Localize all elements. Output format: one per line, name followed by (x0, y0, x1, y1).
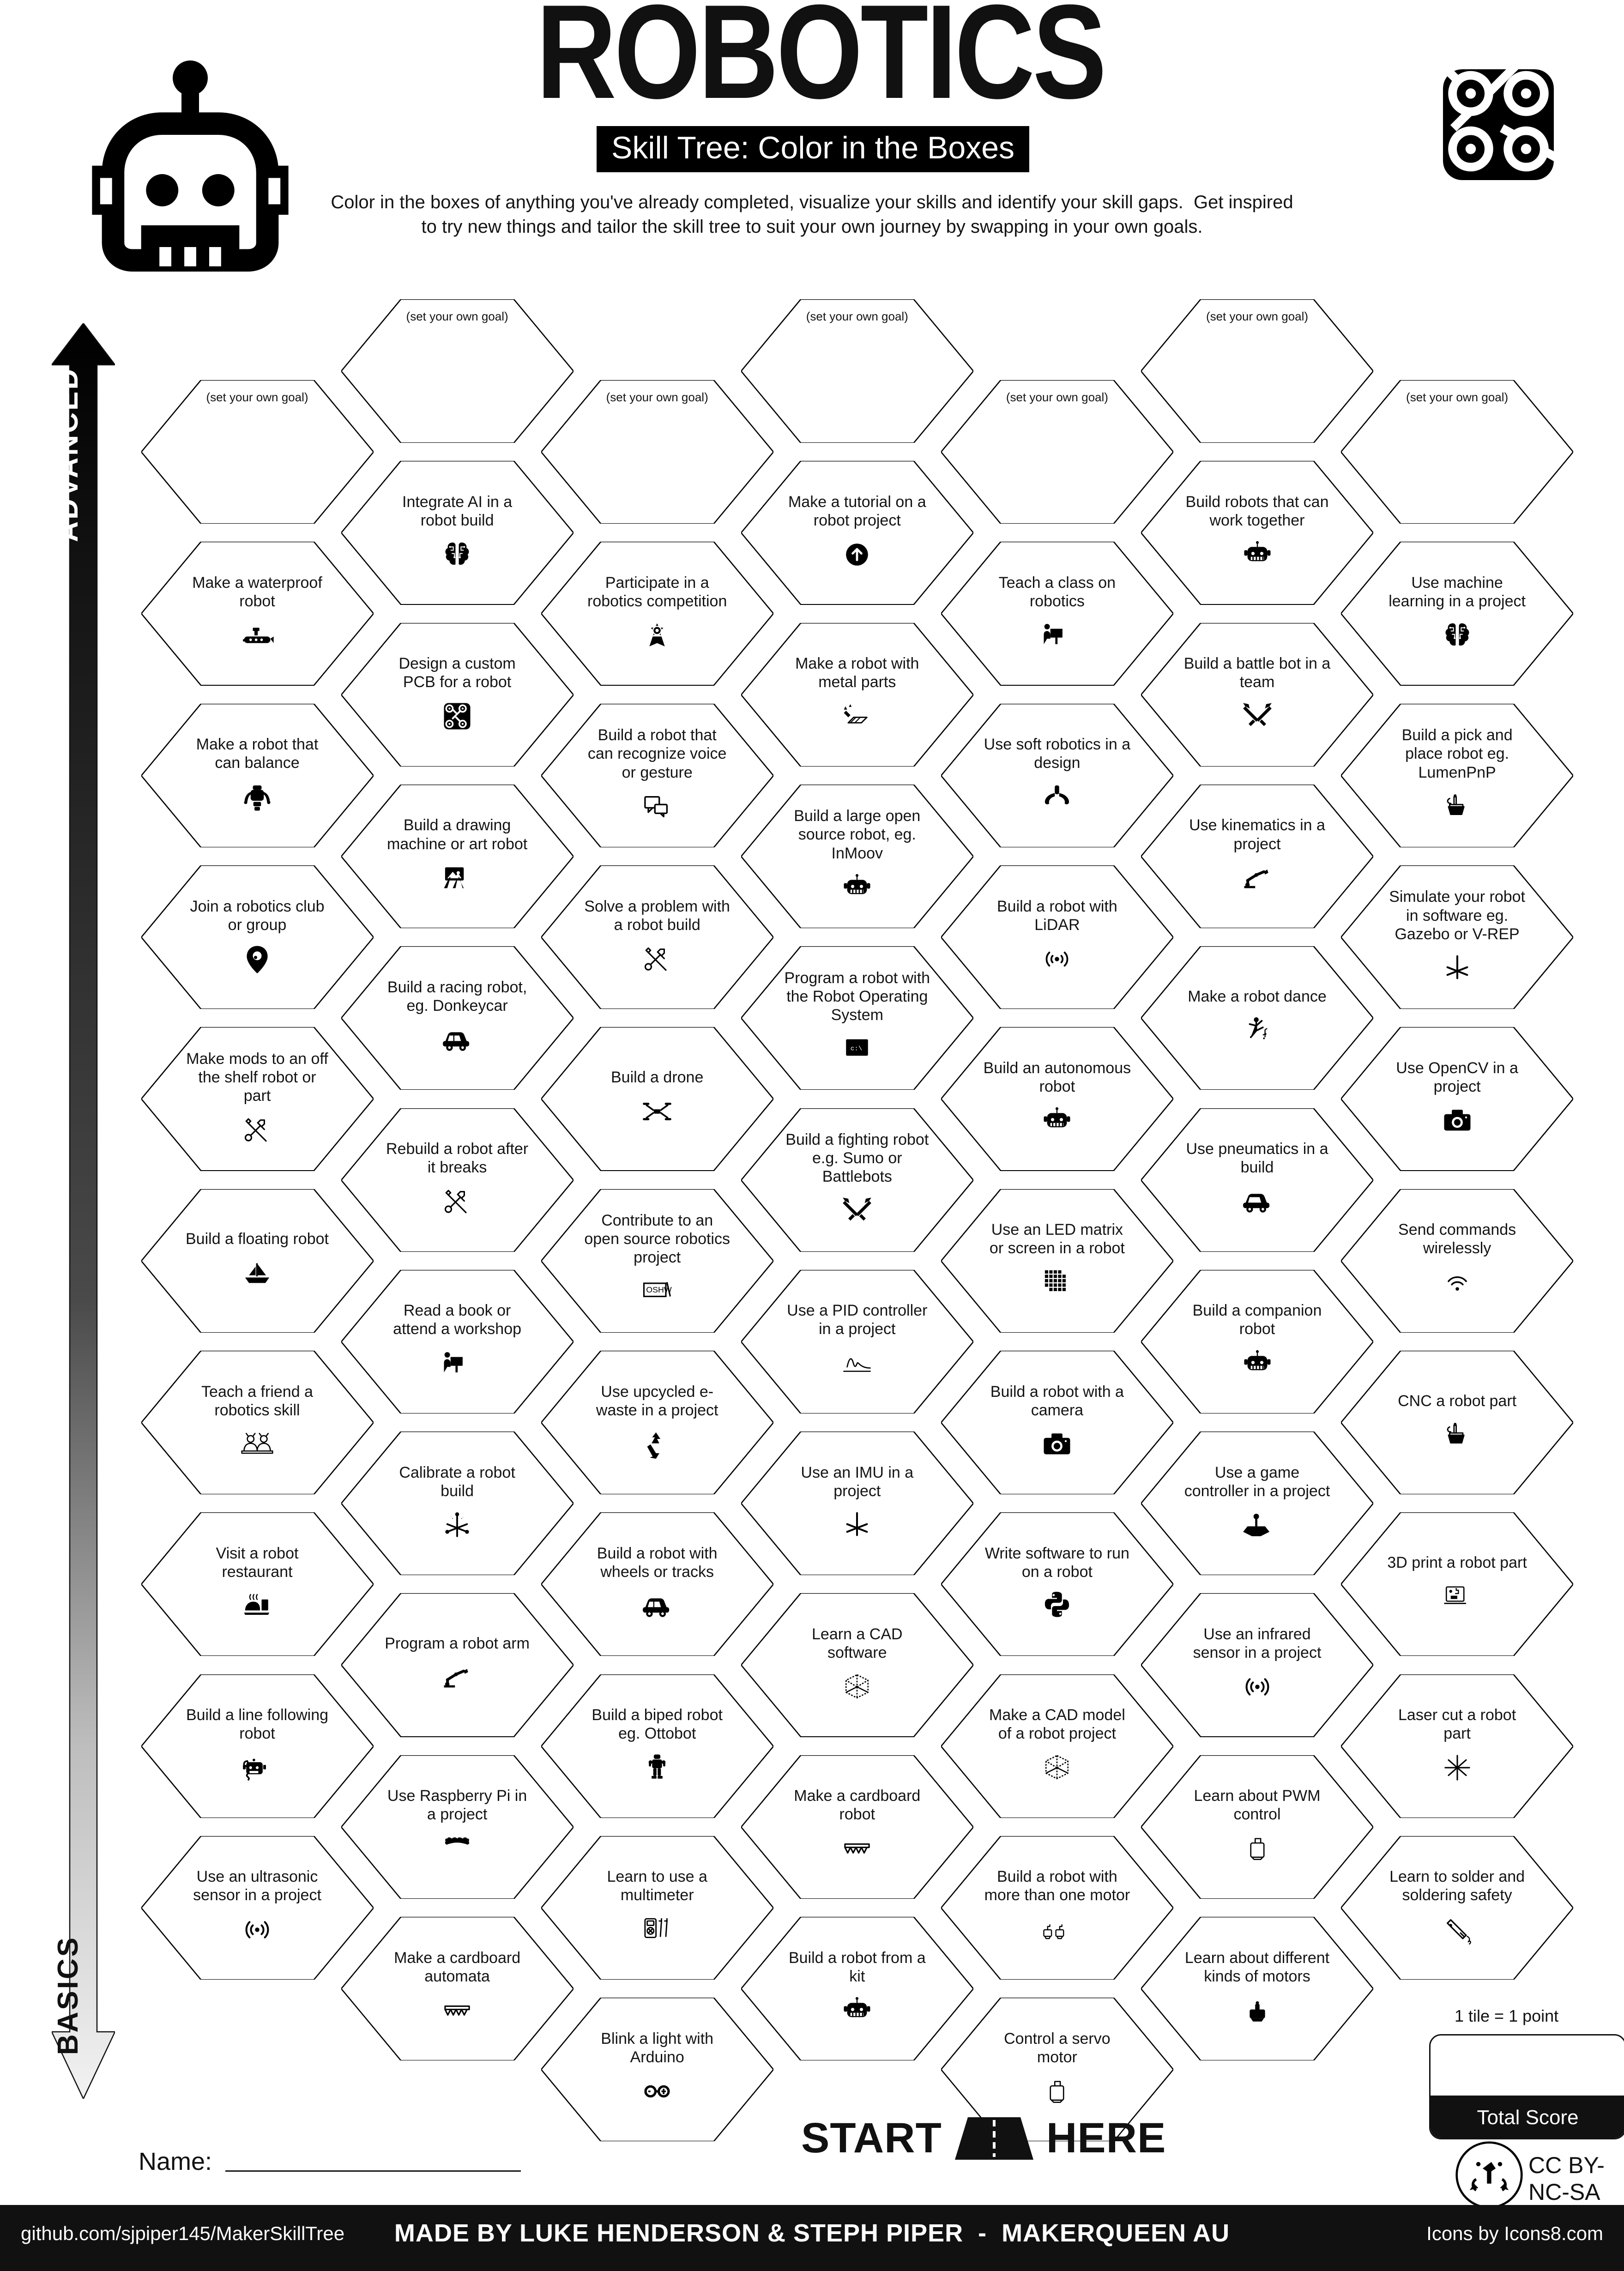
svg-text:c:\: c:\ (851, 1045, 863, 1052)
